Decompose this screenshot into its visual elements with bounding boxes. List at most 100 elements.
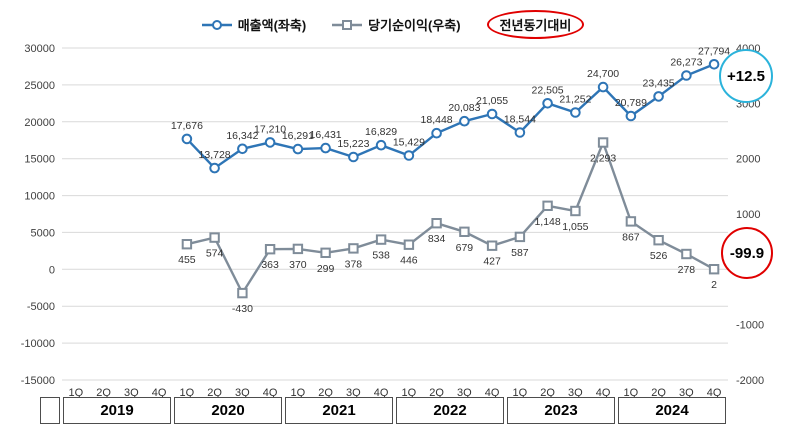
data-label: 455 — [178, 254, 196, 266]
revenue-point — [570, 107, 581, 118]
data-label: 18,448 — [421, 114, 453, 126]
quarter-label: 3Q — [568, 387, 583, 399]
revenue-point — [209, 162, 220, 174]
yoy-badge: 전년동기대비 — [486, 10, 585, 39]
quarter-label: 4Q — [596, 387, 611, 399]
profit-point — [653, 235, 664, 246]
data-label: 15,223 — [337, 138, 369, 150]
left-axis-tick: 5000 — [31, 227, 55, 239]
revenue-point — [403, 150, 415, 161]
revenue-point — [431, 127, 442, 139]
quarter-label: 3Q — [679, 387, 694, 399]
revenue-point — [348, 151, 359, 163]
revenue-point — [542, 98, 553, 109]
data-label: 16,291 — [282, 130, 314, 142]
data-label: 299 — [317, 263, 335, 275]
data-label: 16,342 — [226, 130, 258, 142]
quarter-label: 2Q — [429, 387, 444, 399]
quarter-label: 3Q — [235, 387, 250, 399]
profit-point — [403, 239, 415, 250]
data-label: 21,252 — [559, 94, 591, 106]
data-label: 574 — [206, 248, 224, 260]
year-box: 2024 — [618, 397, 726, 424]
profit-point — [681, 248, 692, 260]
revenue-point — [375, 139, 387, 151]
profit-point — [209, 232, 220, 243]
data-label: 427 — [483, 256, 501, 268]
profit-point — [320, 247, 331, 259]
year-box: 2022 — [396, 397, 504, 424]
legend-item-revenue: 매출액(좌축) — [201, 15, 306, 34]
quarter-label: 2Q — [540, 387, 555, 399]
profit-point — [625, 216, 637, 227]
profit-point — [348, 243, 359, 254]
data-label: 370 — [289, 259, 307, 271]
left-axis-tick: 25000 — [24, 80, 55, 92]
revenue-point — [237, 143, 248, 155]
quarter-label: 4Q — [374, 387, 389, 399]
year-axis: 2019 2020 2021 2022 2023 2024 — [40, 397, 726, 424]
data-label: 1,055 — [562, 221, 588, 233]
profit-point — [570, 205, 581, 217]
quarter-label: 3Q — [346, 387, 361, 399]
data-label: 23,435 — [643, 77, 675, 89]
data-label: 15,429 — [393, 137, 425, 149]
quarter-label: 1Q — [513, 387, 528, 399]
data-label: 446 — [400, 255, 418, 267]
profit-point — [292, 243, 304, 255]
data-label: 27,794 — [698, 45, 730, 57]
quarter-label: 4Q — [152, 387, 167, 399]
legend-item-profit: 당기순이익(우축) — [332, 15, 461, 34]
revenue-point — [292, 143, 304, 155]
data-label: 24,700 — [587, 68, 619, 80]
revenue-point — [486, 108, 498, 120]
data-label: 587 — [511, 247, 529, 259]
data-label: 834 — [428, 233, 446, 245]
data-label: 13,728 — [199, 149, 231, 161]
quarter-label: 3Q — [457, 387, 472, 399]
quarter-label: 1Q — [291, 387, 306, 399]
revenue-point — [459, 115, 470, 127]
left-axis-tick: 20000 — [24, 117, 55, 129]
data-label: 2 — [711, 279, 717, 291]
revenue-point — [625, 110, 637, 122]
profit-point — [375, 234, 387, 245]
profit-point — [459, 226, 470, 238]
quarter-label: 1Q — [69, 387, 84, 399]
quarter-label: 1Q — [180, 387, 195, 399]
quarter-label: 4Q — [485, 387, 500, 399]
quarter-label: 1Q — [624, 387, 639, 399]
profit-point — [597, 137, 609, 148]
data-label: 16,431 — [310, 129, 342, 141]
quarter-label: 4Q — [707, 387, 722, 399]
year-box: 2020 — [174, 397, 282, 424]
revenue-point — [514, 127, 526, 138]
data-label: -430 — [232, 303, 253, 315]
revenue-point — [708, 59, 720, 70]
left-axis-tick: 15000 — [24, 154, 55, 166]
quarter-label: 3Q — [124, 387, 139, 399]
quarter-label: 2Q — [207, 387, 222, 399]
year-box: 2019 — [63, 397, 171, 424]
revenue-point — [320, 142, 331, 154]
quarter-label: 4Q — [263, 387, 278, 399]
data-label: 378 — [345, 258, 363, 270]
data-label: 526 — [650, 250, 668, 262]
year-box: 2021 — [285, 397, 393, 424]
chart-legend: 매출액(좌축) 당기순이익(우축) 전년동기대비 — [0, 10, 786, 39]
quarter-label: 2Q — [651, 387, 666, 399]
data-label: 18,544 — [504, 114, 536, 126]
revenue-point — [681, 70, 692, 81]
profit-point — [708, 264, 720, 275]
line-square-marker-icon — [332, 19, 363, 30]
left-axis-tick: -15000 — [21, 375, 55, 387]
data-label: 363 — [261, 259, 279, 271]
profit-point — [264, 244, 276, 255]
data-label: 22,505 — [532, 84, 564, 96]
year-box: 2023 — [507, 397, 615, 424]
data-label: 2,293 — [590, 153, 616, 165]
data-label: 17,676 — [171, 120, 203, 132]
data-label: 21,055 — [476, 95, 508, 107]
data-label: 538 — [372, 250, 390, 262]
